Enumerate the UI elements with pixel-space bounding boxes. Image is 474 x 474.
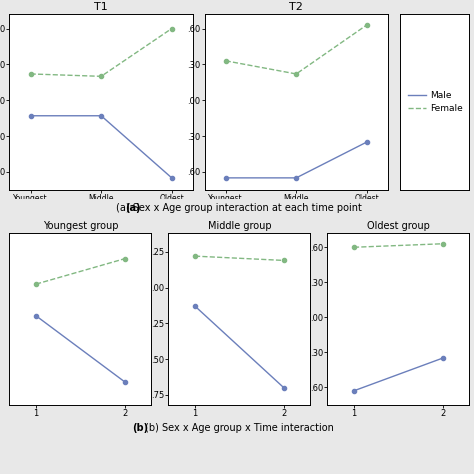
Title: Oldest group: Oldest group: [367, 221, 430, 231]
X-axis label: Age group: Age group: [73, 206, 130, 216]
Title: T1: T1: [94, 2, 108, 12]
Text: (b) Sex x Age group x Time interaction: (b) Sex x Age group x Time interaction: [145, 422, 334, 432]
X-axis label: Time: Time: [67, 421, 94, 431]
Title: T2: T2: [289, 2, 303, 12]
Text: (a) Sex x Age group interaction at each time point: (a) Sex x Age group interaction at each …: [117, 203, 362, 213]
Text: (a): (a): [125, 203, 140, 213]
X-axis label: Time: Time: [226, 421, 253, 431]
X-axis label: Age group: Age group: [268, 206, 325, 216]
Title: Middle group: Middle group: [208, 221, 271, 231]
Legend: Male, Female: Male, Female: [408, 91, 463, 113]
X-axis label: Time: Time: [385, 421, 412, 431]
Title: Youngest group: Youngest group: [43, 221, 118, 231]
Text: (b): (b): [132, 422, 148, 432]
